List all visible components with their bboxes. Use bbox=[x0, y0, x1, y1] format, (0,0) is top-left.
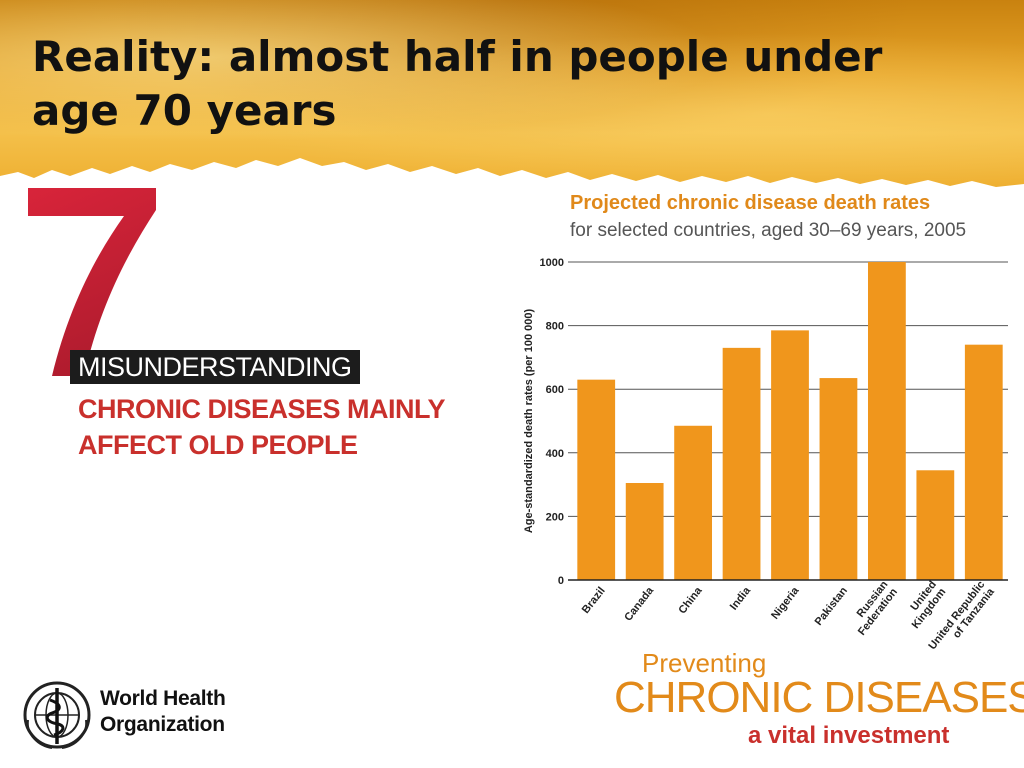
y-tick-label: 800 bbox=[546, 321, 564, 333]
bar bbox=[964, 344, 1003, 580]
slide-title: Reality: almost half in people under age… bbox=[32, 32, 883, 135]
who-line-2: Organization bbox=[100, 713, 225, 736]
bar bbox=[674, 425, 713, 580]
chart-subtitle: for selected countries, aged 30–69 years… bbox=[570, 220, 967, 241]
myth-text-line-1: CHRONIC DISEASES MAINLY bbox=[78, 394, 446, 424]
bar bbox=[771, 330, 809, 580]
chart-title: Projected chronic disease death rates bbox=[570, 192, 931, 214]
who-wordmark: World Health Organization bbox=[100, 686, 226, 738]
x-tick-label: Nigeria bbox=[769, 584, 802, 621]
y-tick-label: 200 bbox=[546, 511, 564, 523]
misunderstanding-label: MISUNDERSTANDING bbox=[70, 350, 360, 384]
bar bbox=[916, 470, 955, 580]
x-tick-label: China bbox=[676, 584, 705, 616]
myth-text-line-2: AFFECT OLD PEOPLE bbox=[78, 430, 358, 460]
campaign-preventing: Preventing bbox=[642, 648, 767, 678]
x-tick-label: RussianFederation bbox=[846, 579, 900, 638]
x-tick-label: UnitedKingdom bbox=[900, 579, 948, 632]
bar bbox=[819, 378, 858, 580]
who-line-1: World Health bbox=[100, 687, 226, 710]
chart-panel: Projected chronic disease death rates fo… bbox=[520, 190, 1020, 660]
y-axis-title: Age-standardized death rates (per 100 00… bbox=[523, 308, 535, 533]
x-tick-label-line: Nigeria bbox=[769, 584, 802, 621]
who-emblem-icon bbox=[23, 681, 91, 749]
x-tick-label: India bbox=[728, 584, 754, 612]
x-tick-label-line: Brazil bbox=[580, 585, 608, 616]
campaign-chronic-diseases: CHRONIC DISEASES bbox=[614, 673, 1024, 722]
x-tick-label: Brazil bbox=[580, 585, 608, 616]
campaign-vital-investment: a vital investment bbox=[748, 722, 950, 749]
y-tick-label: 1000 bbox=[540, 257, 564, 269]
x-tick-label: Pakistan bbox=[813, 585, 850, 628]
x-tick-label-line: Canada bbox=[622, 584, 656, 623]
bar bbox=[577, 379, 616, 580]
x-tick-label-line: India bbox=[728, 584, 754, 612]
y-tick-label: 600 bbox=[546, 384, 564, 396]
torn-edge-decoration bbox=[0, 158, 1024, 190]
x-tick-label-line: Pakistan bbox=[813, 585, 850, 628]
x-tick-label: Canada bbox=[622, 584, 656, 623]
bar-chart: 0 200 400 600 800 1000 Age-standardized death … bbox=[523, 257, 1008, 652]
bar bbox=[722, 347, 761, 580]
x-tick-label-line: China bbox=[676, 584, 705, 616]
y-tick-label: 400 bbox=[546, 448, 564, 460]
title-banner: Reality: almost half in people under age… bbox=[0, 0, 1024, 190]
y-tick-label: 0 bbox=[558, 575, 564, 587]
number-seven-graphic bbox=[28, 188, 156, 376]
bar bbox=[625, 483, 664, 580]
bar bbox=[867, 262, 906, 580]
